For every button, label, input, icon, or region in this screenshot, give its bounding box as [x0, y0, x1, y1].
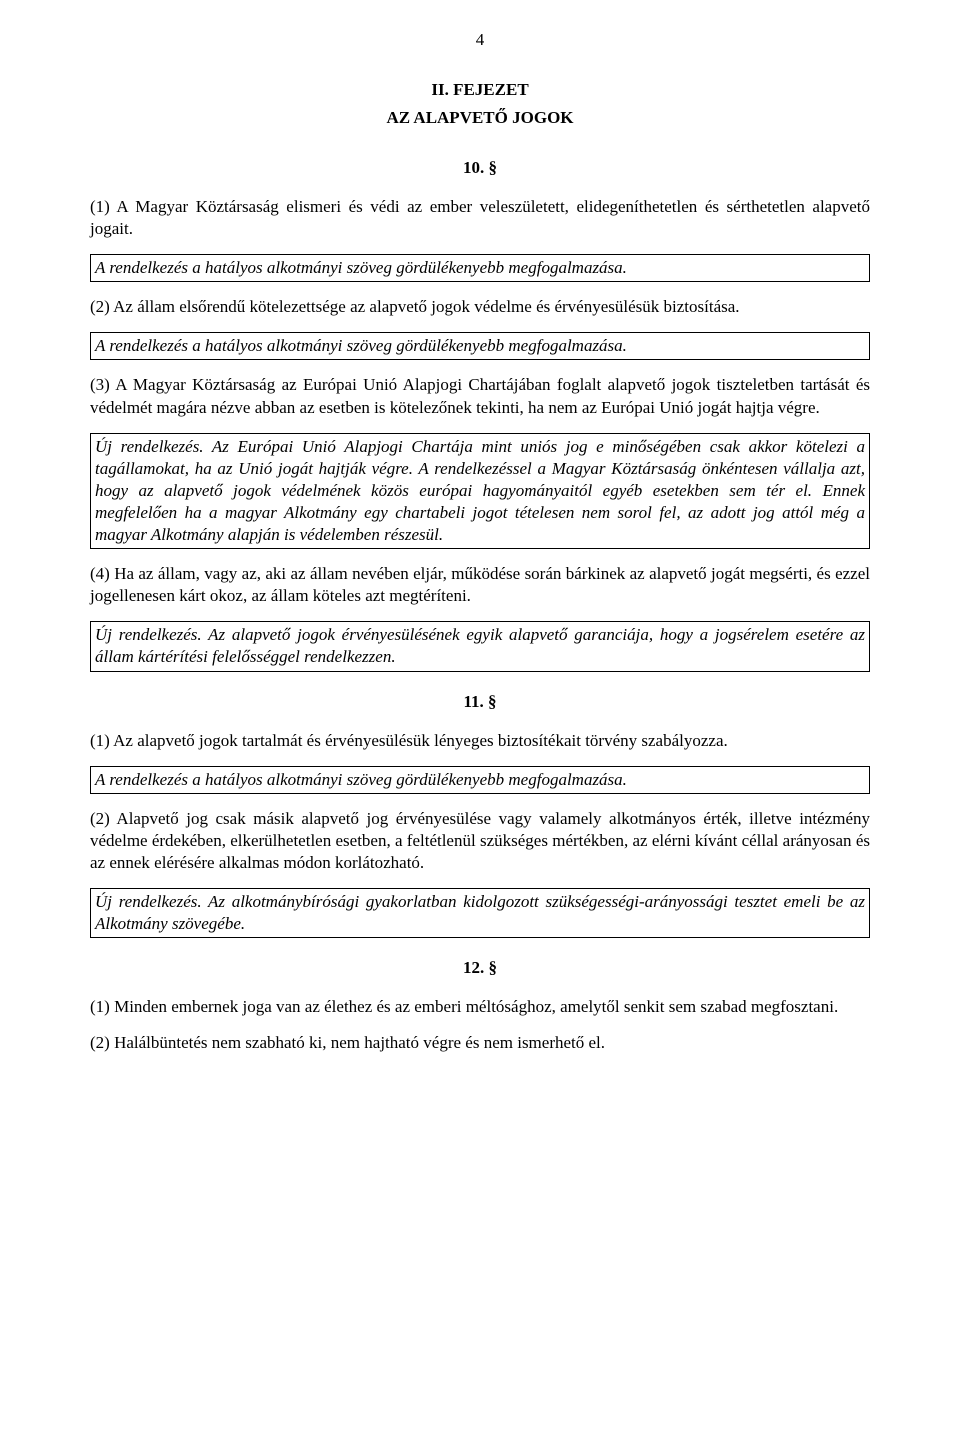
section-10-p3: (3) A Magyar Köztársaság az Európai Unió… [90, 374, 870, 418]
document-page: 4 II. FEJEZET AZ ALAPVETŐ JOGOK 10. § (1… [0, 0, 960, 1440]
section-10-p1: (1) A Magyar Köztársaság elismeri és véd… [90, 196, 870, 240]
section-11-p2: (2) Alapvető jog csak másik alapvető jog… [90, 808, 870, 874]
section-11-note1-box: A rendelkezés a hatályos alkotmányi szöv… [90, 766, 870, 794]
section-10-note4: Új rendelkezés. Az alapvető jogok érvény… [95, 624, 865, 668]
section-10-note4-box: Új rendelkezés. Az alapvető jogok érvény… [90, 621, 870, 671]
section-11-p1: (1) Az alapvető jogok tartalmát és érvén… [90, 730, 870, 752]
section-10-heading: 10. § [90, 158, 870, 178]
section-10-p2: (2) Az állam elsőrendű kötelezettsége az… [90, 296, 870, 318]
section-10-note1-box: A rendelkezés a hatályos alkotmányi szöv… [90, 254, 870, 282]
chapter-heading: II. FEJEZET [90, 80, 870, 100]
section-10-note3: Új rendelkezés. Az Európai Unió Alapjogi… [95, 436, 865, 546]
section-12-p2: (2) Halálbüntetés nem szabható ki, nem h… [90, 1032, 870, 1054]
section-11-note2: Új rendelkezés. Az alkotmánybírósági gya… [95, 891, 865, 935]
section-11-note1: A rendelkezés a hatályos alkotmányi szöv… [95, 769, 865, 791]
section-12-p1: (1) Minden embernek joga van az élethez … [90, 996, 870, 1018]
section-11-note2-box: Új rendelkezés. Az alkotmánybírósági gya… [90, 888, 870, 938]
section-10-note1: A rendelkezés a hatályos alkotmányi szöv… [95, 257, 865, 279]
page-number: 4 [90, 30, 870, 50]
section-10-note2: A rendelkezés a hatályos alkotmányi szöv… [95, 335, 865, 357]
section-10-note3-box: Új rendelkezés. Az Európai Unió Alapjogi… [90, 433, 870, 549]
section-11-heading: 11. § [90, 692, 870, 712]
section-10-p4: (4) Ha az állam, vagy az, aki az állam n… [90, 563, 870, 607]
section-12-heading: 12. § [90, 958, 870, 978]
chapter-subtitle: AZ ALAPVETŐ JOGOK [90, 108, 870, 128]
section-10-note2-box: A rendelkezés a hatályos alkotmányi szöv… [90, 332, 870, 360]
